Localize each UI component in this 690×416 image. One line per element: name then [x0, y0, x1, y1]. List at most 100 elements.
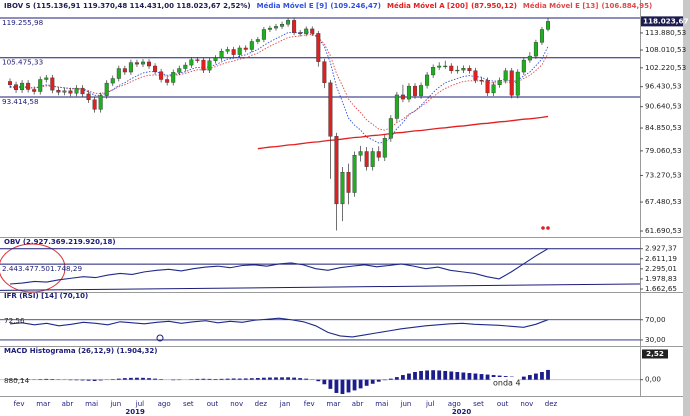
x-tick-label: mai [375, 400, 388, 408]
level-label: 119.255,98 [2, 18, 44, 27]
candle-body [316, 33, 321, 62]
x-tick-label: fev [304, 400, 315, 408]
histogram-bar [534, 373, 538, 380]
last-price-label: 118.023,67 [643, 16, 688, 25]
x-tick-label: jul [425, 400, 434, 408]
legend-name: Média Móvel E [9] [257, 2, 328, 10]
histogram-bar [207, 378, 212, 380]
histogram-bar [546, 369, 550, 380]
candle-body [116, 68, 121, 79]
panel-title: OBV (2.927.369.219.920,18) [4, 238, 116, 246]
histogram-bar [449, 371, 454, 380]
x-tick-label: jun [400, 400, 412, 408]
candle-body [382, 138, 387, 158]
x-tick-label: mar [36, 400, 50, 408]
candle-body [455, 69, 460, 72]
candle-body [443, 65, 448, 68]
histogram-bar [153, 378, 157, 380]
histogram-bar [437, 370, 442, 380]
candle-body [328, 82, 333, 137]
histogram-bar [479, 374, 484, 380]
candle-body [431, 67, 436, 76]
y-tick-label: 79.060,53 [645, 146, 682, 155]
histogram-bar [231, 378, 236, 380]
y-tick-label: 2.295,01 [645, 264, 677, 273]
y-tick-label: 61.690,53 [645, 226, 682, 235]
candle-body [286, 20, 291, 25]
candle-body [425, 74, 430, 86]
histogram-bar [443, 370, 448, 380]
x-tick-label: out [497, 400, 509, 408]
trendline [0, 283, 641, 291]
histogram-bar [455, 372, 460, 380]
y-tick-label: 73.270,53 [645, 170, 682, 179]
candle-body [128, 62, 133, 73]
candle-body [267, 27, 272, 30]
x-tick-label: abr [352, 400, 364, 408]
candle-body [497, 80, 502, 85]
candle-body [56, 89, 61, 93]
histogram-bar [298, 378, 303, 380]
candle-body [80, 87, 85, 95]
candle-body [134, 62, 139, 65]
histogram-bar [461, 372, 466, 380]
candle-body [14, 84, 19, 91]
candle-body [437, 65, 442, 68]
histogram-bar [286, 377, 290, 380]
histogram-bar [382, 379, 387, 381]
histogram-bar [467, 373, 472, 380]
candle-body [273, 26, 278, 29]
y-tick-label: 2.611,19 [645, 254, 677, 263]
candle-body [104, 82, 109, 96]
panel-title: IFR (RSI) [14] (70,10) [4, 292, 88, 300]
x-tick-label: fev [14, 400, 25, 408]
candle-body [122, 68, 127, 73]
y-tick-label: 2.927,37 [645, 244, 677, 253]
candle-body [358, 151, 363, 156]
histogram-bar [527, 375, 532, 380]
chart-title: IBOV S (115.136,91 119.370,48 114.431,00… [4, 2, 251, 10]
x-tick-label: nov [520, 400, 533, 408]
value-badge-label: 2,52 [646, 349, 664, 358]
annotation: 880,14 [4, 376, 30, 385]
histogram-bar [352, 379, 357, 391]
candle-body [195, 59, 200, 61]
histogram-bar [340, 379, 345, 394]
scrollbar[interactable] [683, 0, 690, 416]
candle-body [225, 49, 230, 52]
candle-body [62, 90, 67, 93]
candle-body [280, 23, 285, 27]
candle-body [219, 51, 224, 59]
candle-body [68, 90, 73, 94]
y-tick-label: 84.850,53 [645, 123, 682, 132]
candle-body [243, 47, 248, 50]
marker-circle [156, 334, 164, 342]
legend-value: (106.884,95) [601, 2, 652, 10]
moving-average [9, 31, 549, 144]
candle-body [515, 71, 520, 96]
year-label: 2020 [452, 408, 472, 416]
candle-body [479, 79, 484, 82]
candle-body [491, 84, 496, 94]
y-tick-label: 0,00 [645, 375, 661, 384]
histogram-bar [292, 377, 297, 380]
x-tick-label: nov [230, 400, 243, 408]
histogram-bar [268, 377, 272, 380]
histogram-bar [44, 378, 49, 380]
last-price-badge [641, 16, 683, 27]
histogram-bar [128, 377, 133, 380]
histogram-bar [407, 373, 411, 380]
candle-body [237, 47, 242, 55]
candle-body [74, 87, 79, 94]
legend-name: Média Móvel A [200] [387, 2, 468, 10]
y-tick-label: 90.640,53 [645, 102, 682, 111]
histogram-bar [425, 370, 430, 380]
candle-body [509, 70, 514, 96]
y-tick-label: 113.880,53 [645, 28, 686, 37]
level-label: 2.443.477.501.748,29 [2, 264, 82, 273]
x-tick-label: set [473, 400, 484, 408]
candle-body [231, 49, 236, 55]
y-tick-label: 102.220,53 [645, 63, 686, 72]
candle-body [461, 68, 466, 71]
